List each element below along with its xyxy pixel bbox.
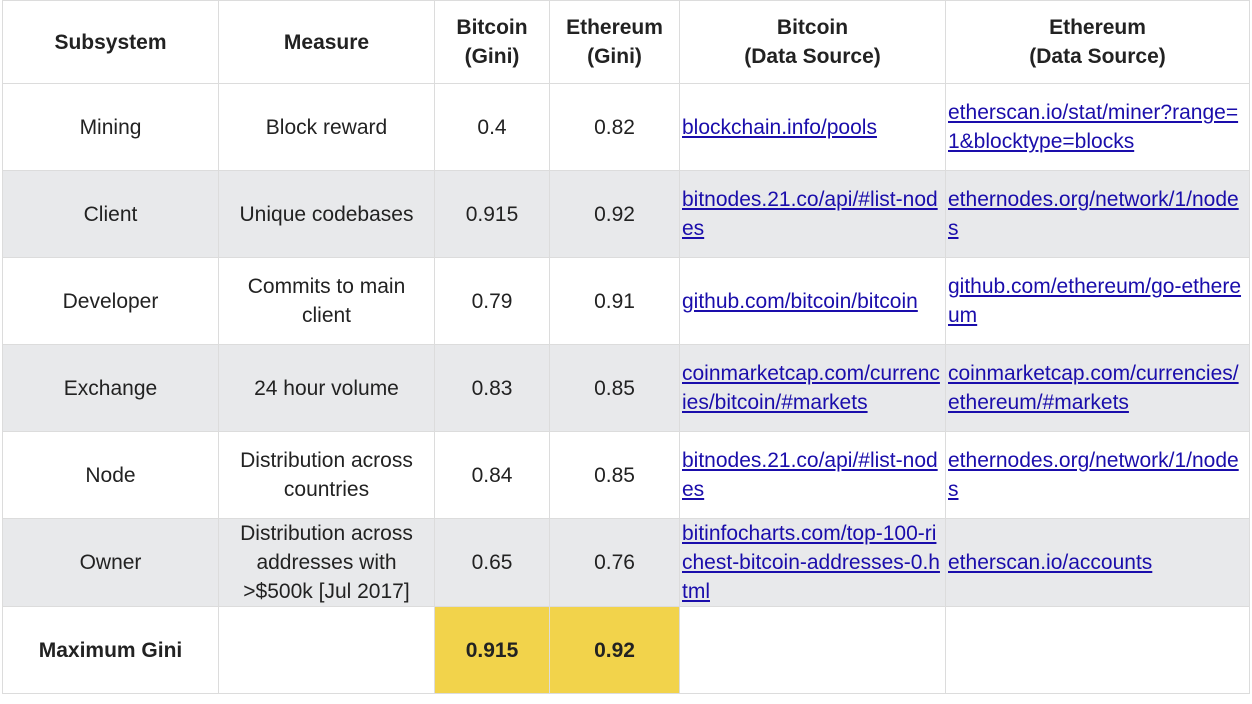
bitcoin-source-cell: coinmarketcap.com/currencies/bitcoin/#ma… — [679, 344, 946, 432]
header-bitcoin-gini: Bitcoin (Gini) — [434, 0, 550, 84]
bitcoin-gini-cell: 0.79 — [434, 257, 550, 345]
measure-cell: 24 hour volume — [218, 344, 435, 432]
bitcoin-source-cell: blockchain.info/pools — [679, 83, 946, 171]
ethereum-source-link[interactable]: github.com/ethereum/go-ethereum — [948, 275, 1242, 327]
subsystem-cell: Exchange — [2, 344, 219, 432]
measure-cell: Block reward — [218, 83, 435, 171]
table-row: Mining Block reward 0.4 0.82 blockchain.… — [2, 83, 1250, 171]
ethereum-source-link[interactable]: coinmarketcap.com/currencies/ethereum/#m… — [948, 362, 1239, 414]
bitcoin-source-cell: bitinfocharts.com/top-100-richest-bitcoi… — [679, 518, 946, 607]
header-line: Ethereum — [1049, 16, 1146, 39]
header-ethereum-gini: Ethereum (Gini) — [549, 0, 680, 84]
total-bitcoin-source-empty — [679, 606, 946, 694]
subsystem-cell: Developer — [2, 257, 219, 345]
header-measure: Measure — [218, 0, 435, 84]
ethereum-source-cell: etherscan.io/stat/miner?range=1&blocktyp… — [945, 83, 1250, 171]
table-header-row: Subsystem Measure Bitcoin (Gini) Ethereum… — [2, 0, 1250, 84]
bitcoin-gini-cell: 0.65 — [434, 518, 550, 607]
total-measure-empty — [218, 606, 435, 694]
bitcoin-source-link[interactable]: github.com/bitcoin/bitcoin — [682, 289, 918, 313]
table-row: Node Distribution across countries 0.84 … — [2, 431, 1250, 519]
bitcoin-source-cell: github.com/bitcoin/bitcoin — [679, 257, 946, 345]
ethereum-source-link[interactable]: etherscan.io/accounts — [948, 551, 1153, 574]
bitcoin-gini-cell: 0.83 — [434, 344, 550, 432]
subsystem-cell: Owner — [2, 518, 219, 607]
header-line: Bitcoin — [776, 16, 849, 39]
ethereum-gini-cell: 0.92 — [549, 170, 680, 258]
header-line: (Gini) — [464, 45, 520, 68]
total-ethereum-source-empty — [945, 606, 1250, 694]
subsystem-cell: Node — [2, 431, 219, 519]
ethereum-source-cell: coinmarketcap.com/currencies/ethereum/#m… — [945, 344, 1250, 432]
header-ethereum-source: Ethereum (Data Source) — [945, 0, 1250, 84]
table-row: Developer Commits to main client 0.79 0.… — [2, 257, 1250, 345]
ethereum-gini-cell: 0.76 — [549, 518, 680, 607]
measure-cell: Distribution across addresses with >$500… — [218, 518, 435, 607]
bitcoin-gini-cell: 0.915 — [434, 170, 550, 258]
table-row: Exchange 24 hour volume 0.83 0.85 coinma… — [2, 344, 1250, 432]
ethereum-source-link[interactable]: ethernodes.org/network/1/nodes — [948, 188, 1239, 240]
bitcoin-gini-cell: 0.84 — [434, 431, 550, 519]
header-line: (Data Source) — [744, 45, 881, 68]
subsystem-cell: Mining — [2, 83, 219, 171]
measure-cell: Commits to main client — [218, 257, 435, 345]
bitcoin-source-link[interactable]: bitinfocharts.com/top-100-richest-bitcoi… — [682, 522, 940, 603]
ethereum-source-link[interactable]: ethernodes.org/network/1/nodes — [948, 449, 1239, 501]
bitcoin-source-link[interactable]: blockchain.info/pools — [682, 115, 877, 139]
ethereum-source-cell: ethernodes.org/network/1/nodes — [945, 431, 1250, 519]
total-row: Maximum Gini 0.915 0.92 — [2, 606, 1250, 694]
total-label: Maximum Gini — [2, 606, 219, 694]
header-subsystem: Subsystem — [2, 0, 219, 84]
table-row: Owner Distribution across addresses with… — [2, 518, 1250, 607]
header-line: Ethereum — [566, 16, 663, 39]
ethereum-source-cell: etherscan.io/accounts — [945, 518, 1250, 607]
ethereum-gini-cell: 0.85 — [549, 344, 680, 432]
ethereum-source-cell: github.com/ethereum/go-ethereum — [945, 257, 1250, 345]
measure-cell: Unique codebases — [218, 170, 435, 258]
max-bitcoin-gini: 0.915 — [434, 606, 550, 694]
subsystem-cell: Client — [2, 170, 219, 258]
bitcoin-source-link[interactable]: bitnodes.21.co/api/#list-nodes — [682, 188, 938, 240]
ethereum-source-cell: ethernodes.org/network/1/nodes — [945, 170, 1250, 258]
bitcoin-source-cell: bitnodes.21.co/api/#list-nodes — [679, 431, 946, 519]
ethereum-source-link[interactable]: etherscan.io/stat/miner?range=1&blocktyp… — [948, 101, 1239, 153]
bitcoin-source-link[interactable]: bitnodes.21.co/api/#list-nodes — [682, 449, 938, 501]
ethereum-gini-cell: 0.85 — [549, 431, 680, 519]
header-line: (Data Source) — [1029, 45, 1166, 68]
ethereum-gini-cell: 0.91 — [549, 257, 680, 345]
header-line: (Gini) — [587, 45, 642, 68]
max-ethereum-gini: 0.92 — [549, 606, 680, 694]
bitcoin-source-cell: bitnodes.21.co/api/#list-nodes — [679, 170, 946, 258]
header-bitcoin-source: Bitcoin (Data Source) — [679, 0, 946, 84]
bitcoin-gini-cell: 0.4 — [434, 83, 550, 171]
bitcoin-source-link[interactable]: coinmarketcap.com/currencies/bitcoin/#ma… — [682, 362, 940, 414]
header-line: Bitcoin — [456, 16, 528, 39]
ethereum-gini-cell: 0.82 — [549, 83, 680, 171]
measure-cell: Distribution across countries — [218, 431, 435, 519]
table-row: Client Unique codebases 0.915 0.92 bitno… — [2, 170, 1250, 258]
